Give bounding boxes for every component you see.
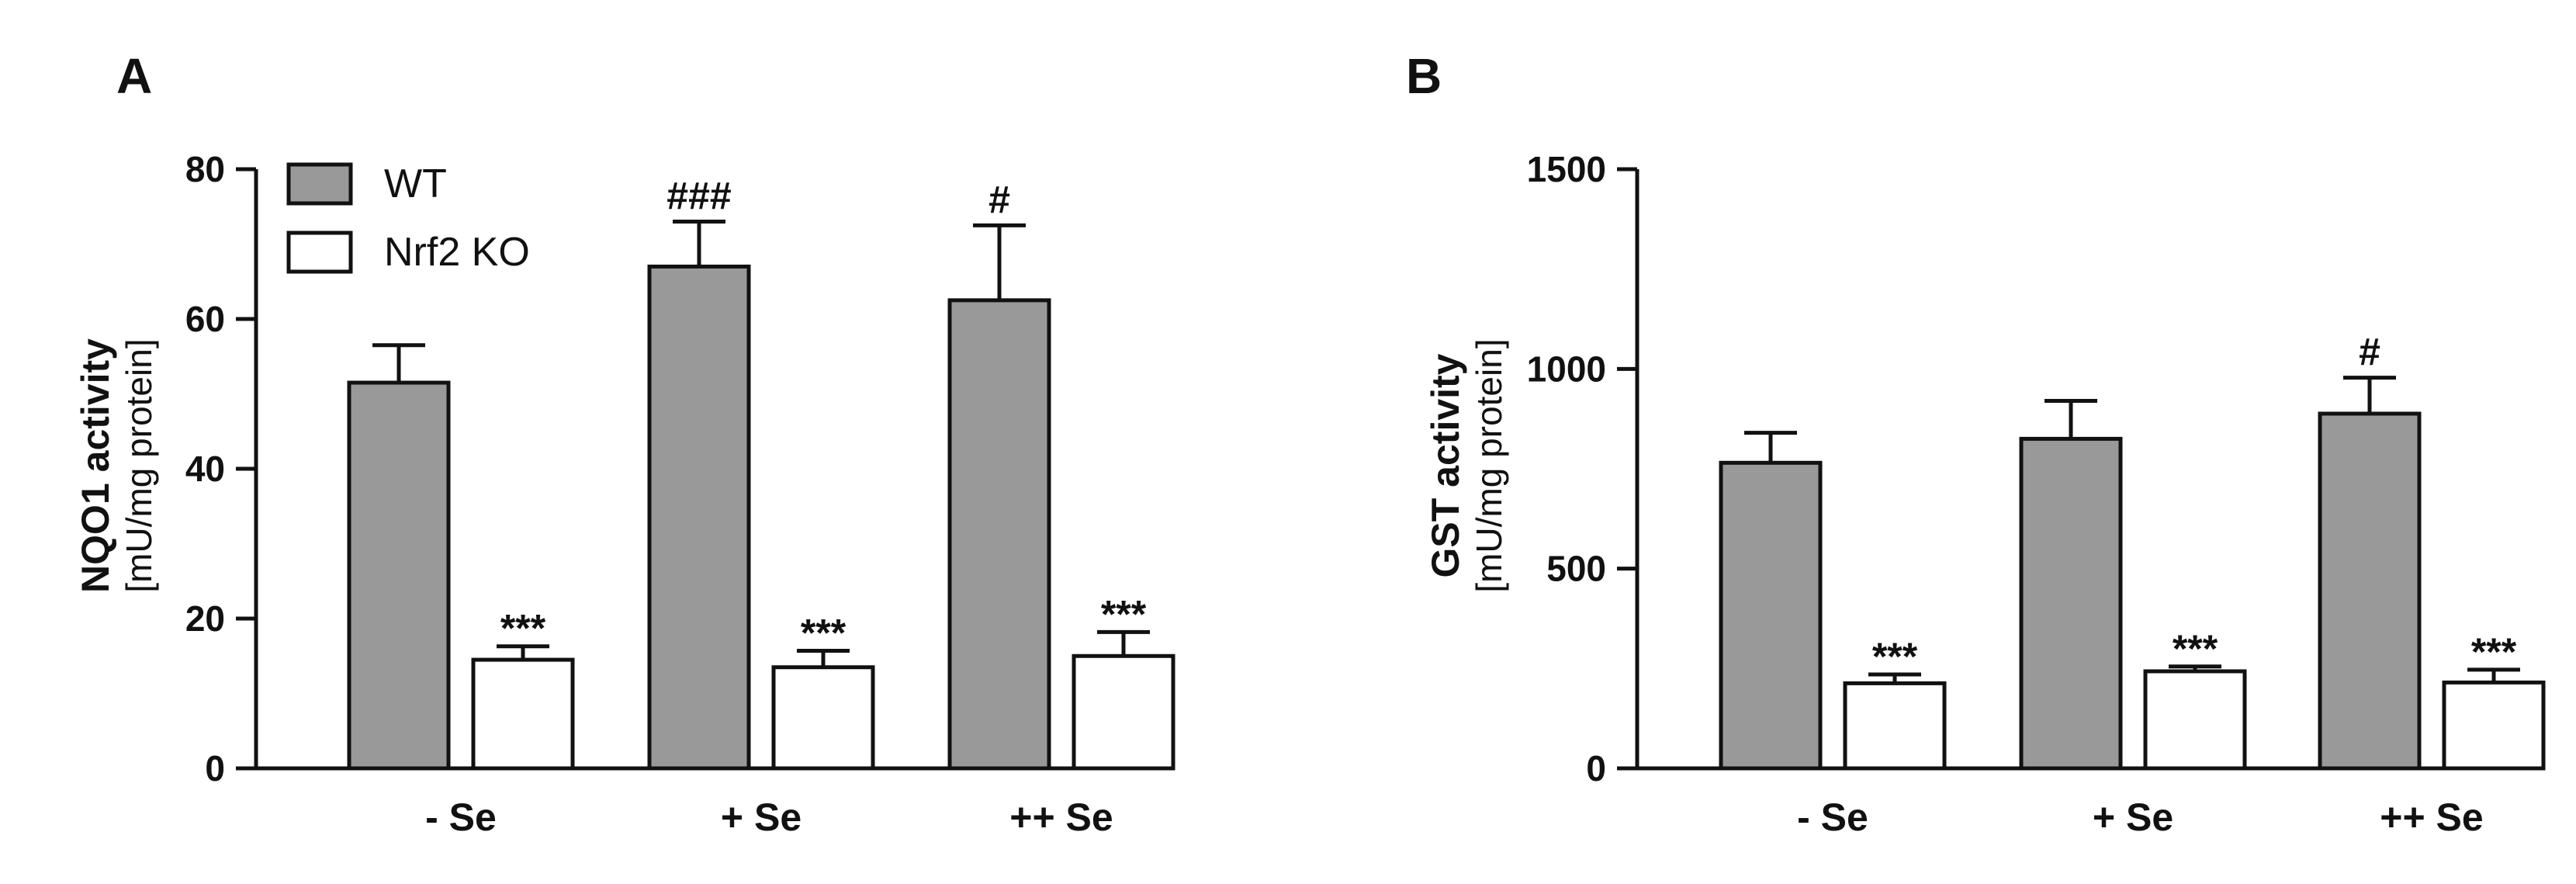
- y-axis-title: NQO1 activity: [74, 338, 117, 593]
- y-tick-label: 500: [1546, 549, 1606, 589]
- y-tick-label: 0: [1586, 748, 1606, 789]
- panel-letter: B: [1406, 48, 1442, 104]
- panel-a: A NQO1 activity [mU/mg protein] 0 20 40 60 8…: [74, 48, 1175, 839]
- bar-nrf2ko: [2143, 669, 2247, 771]
- x-category-label: + Se: [721, 796, 802, 839]
- legend-swatch-nrf2ko: [286, 231, 353, 274]
- legend-label-nrf2ko: Nrf2 KO: [384, 230, 530, 275]
- significance-label: #: [989, 178, 1010, 221]
- bar-wt: [347, 380, 451, 771]
- y-axis-subtitle: [mU/mg protein]: [119, 338, 159, 592]
- plot-area: 0 500 1000 1500 *** - Se *** + Se # *** ++ Se: [1527, 149, 2546, 839]
- y-axis-title: GST activity: [1424, 353, 1467, 577]
- legend-label-wt: WT: [384, 161, 447, 206]
- bar-wt: [2318, 411, 2422, 771]
- panel-b: B GST activity [mU/mg protein] 0 500 1000 1…: [1406, 48, 2546, 839]
- y-tick-label: 40: [185, 449, 225, 489]
- bar-nrf2ko: [1843, 681, 1947, 771]
- y-tick-label: 20: [185, 598, 225, 639]
- bar-wt: [1719, 460, 1823, 771]
- bar-nrf2ko: [1072, 653, 1175, 771]
- plot-area: 0 20 40 60 80 *** - Se ### *** + Se # *** ++ Se: [185, 149, 1175, 839]
- y-axis-subtitle: [mU/mg protein]: [1469, 338, 1509, 592]
- x-category-label: ++ Se: [2380, 796, 2483, 839]
- significance-label: ***: [500, 607, 546, 650]
- significance-label: ***: [2173, 627, 2218, 671]
- bar-wt: [947, 298, 1051, 771]
- significance-label: #: [2359, 331, 2380, 374]
- bar-nrf2ko: [471, 657, 575, 771]
- significance-label: ***: [2471, 630, 2517, 674]
- significance-label: ###: [667, 175, 731, 218]
- panel-letter: A: [116, 48, 152, 104]
- x-category-label: ++ Se: [1009, 796, 1113, 839]
- bar-nrf2ko: [771, 665, 875, 771]
- legend-swatch-wt: [286, 162, 353, 206]
- significance-label: ***: [1101, 592, 1147, 636]
- bar-wt: [2019, 436, 2123, 771]
- x-category-label: - Se: [1797, 796, 1868, 839]
- bar-nrf2ko: [2442, 680, 2546, 771]
- y-tick-label: 80: [185, 149, 225, 189]
- significance-label: ***: [801, 611, 847, 654]
- bar-wt: [647, 264, 751, 771]
- y-tick-label: 60: [185, 299, 225, 339]
- y-tick-label: 0: [205, 748, 225, 789]
- y-tick-label: 1000: [1527, 348, 1606, 389]
- x-category-label: + Se: [2093, 796, 2173, 839]
- x-category-label: - Se: [425, 796, 497, 839]
- significance-label: ***: [1872, 635, 1918, 678]
- y-tick-label: 1500: [1527, 149, 1606, 189]
